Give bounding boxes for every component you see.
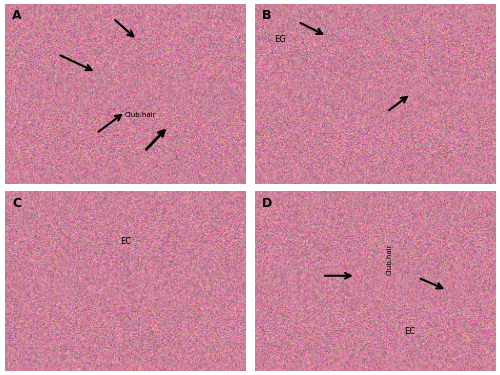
Text: A: A [12,9,22,22]
Text: EC: EC [404,327,415,336]
Text: Club.hair: Club.hair [387,244,393,275]
Text: EG: EG [274,35,286,44]
Text: EC: EC [120,237,132,246]
Text: Club.hair: Club.hair [125,112,156,118]
Text: B: B [262,9,272,22]
Text: C: C [12,196,22,210]
Text: D: D [262,196,272,210]
